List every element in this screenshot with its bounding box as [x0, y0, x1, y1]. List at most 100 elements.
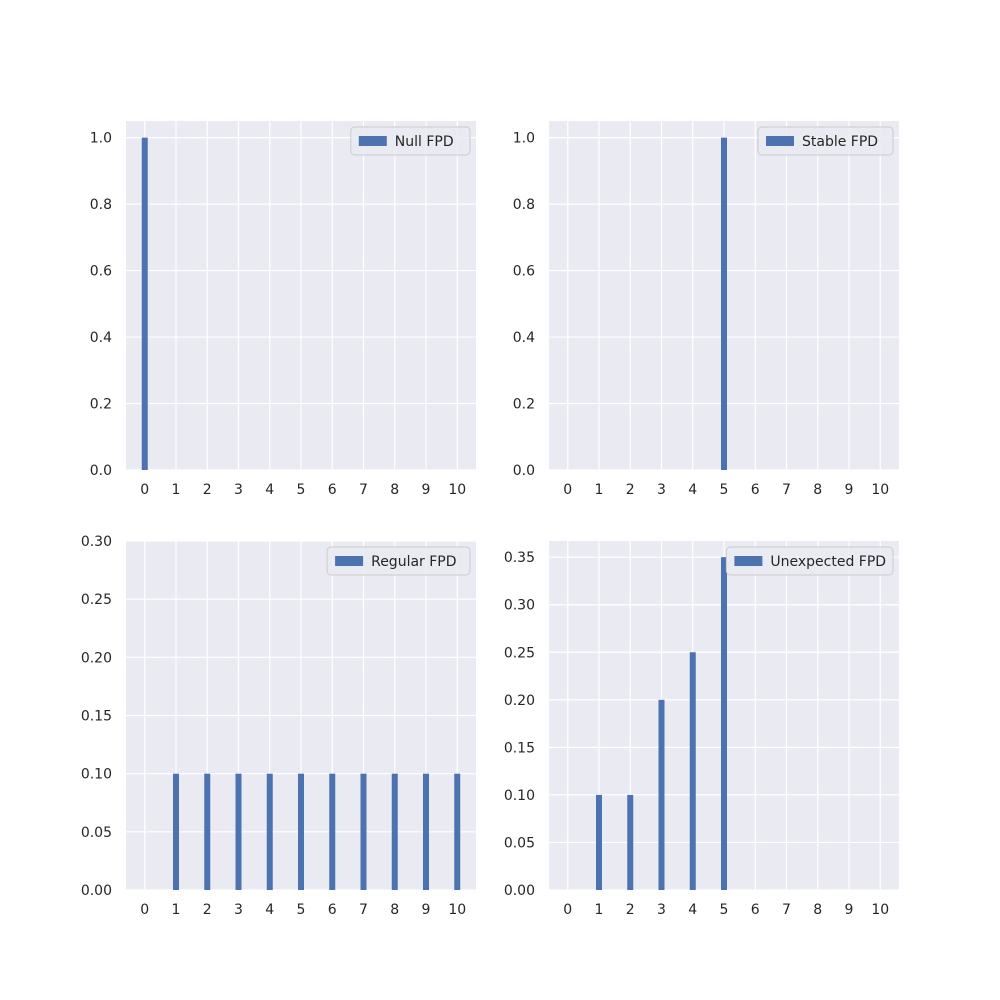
- x-tick-label: 0: [563, 482, 572, 498]
- y-tick-label: 0.20: [504, 693, 535, 709]
- legend-swatch: [734, 556, 763, 566]
- x-tick-label: 6: [328, 482, 337, 498]
- y-tick-label: 0.30: [81, 534, 112, 550]
- x-tick-label: 8: [390, 902, 399, 918]
- legend-label: Stable FPD: [802, 134, 878, 150]
- x-tick-label: 1: [595, 482, 604, 498]
- x-tick-label: 5: [720, 482, 729, 498]
- y-tick-label: 0.6: [513, 264, 535, 280]
- x-tick-label: 2: [203, 902, 212, 918]
- x-tick-label: 9: [845, 482, 854, 498]
- legend-swatch: [335, 556, 364, 566]
- x-tick-label: 2: [203, 482, 212, 498]
- bar: [141, 137, 148, 470]
- y-tick-label: 0.4: [90, 330, 112, 346]
- bar: [689, 652, 696, 890]
- y-tick-label: 0.00: [504, 883, 535, 899]
- y-tick-label: 0.0: [90, 463, 112, 479]
- y-tick-label: 0.05: [504, 835, 535, 851]
- y-tick-label: 0.05: [81, 825, 112, 841]
- x-tick-label: 8: [390, 482, 399, 498]
- legend: Regular FPD: [326, 546, 471, 576]
- x-tick-label: 4: [688, 482, 697, 498]
- legend-swatch: [766, 136, 794, 146]
- y-tick-label: 0.4: [513, 330, 535, 346]
- y-tick-label: 0.2: [513, 397, 535, 413]
- x-tick-label: 6: [751, 902, 760, 918]
- x-tick-label: 9: [422, 902, 431, 918]
- x-tick-label: 5: [297, 902, 306, 918]
- bar: [596, 794, 602, 890]
- y-tick-label: 0.8: [513, 197, 535, 213]
- legend-box: [326, 546, 471, 576]
- x-tick-label: 0: [140, 482, 149, 498]
- x-tick-label: 5: [720, 902, 729, 918]
- y-tick-label: 1.0: [513, 131, 535, 147]
- legend-label: Null FPD: [395, 134, 454, 150]
- legend: Stable FPD: [757, 126, 894, 156]
- x-tick-label: 3: [657, 482, 666, 498]
- x-tick-label: 4: [688, 902, 697, 918]
- x-tick-label: 3: [657, 902, 666, 918]
- bar: [423, 773, 429, 890]
- bar: [266, 773, 273, 890]
- x-tick-label: 9: [422, 482, 431, 498]
- bar: [235, 773, 242, 890]
- bar: [329, 773, 336, 890]
- x-tick-label: 6: [751, 482, 760, 498]
- subplot-4: 0 1 2 3 4 5 6 7 8 9 10 0.00 0.05 0.10 0.15 0.20 0.25 0.30…: [504, 541, 899, 918]
- y-tick-label: 0.6: [90, 264, 112, 280]
- bar: [658, 699, 665, 890]
- bar: [454, 773, 461, 890]
- x-tick-label: 8: [813, 902, 822, 918]
- y-tick-label: 0.0: [513, 463, 535, 479]
- legend-swatch: [358, 136, 387, 146]
- y-tick-label: 0.8: [90, 197, 112, 213]
- x-tick-label: 4: [265, 902, 274, 918]
- y-tick-label: 0.25: [504, 645, 535, 661]
- y-tick-label: 0.30: [504, 598, 535, 614]
- x-tick-label: 5: [297, 482, 306, 498]
- legend: Null FPD: [350, 126, 471, 156]
- x-tick-label: 7: [359, 482, 368, 498]
- y-tick-label: 1.0: [90, 131, 112, 147]
- y-tick-label: 0.15: [81, 709, 112, 725]
- bar: [721, 557, 727, 890]
- legend-box: [725, 546, 894, 576]
- y-tick-label: 0.15: [504, 740, 535, 756]
- x-tick-label: 7: [782, 482, 791, 498]
- x-tick-label: 10: [871, 902, 889, 918]
- y-tick-label: 0.25: [81, 592, 112, 608]
- subplot-1: 0 1 2 3 4 5 6 7 8 9 10 0.0 0.2 0.4 0.6 0.8 1.0 Null FPD: [90, 121, 476, 498]
- x-tick-label: 0: [563, 902, 572, 918]
- bar: [721, 137, 727, 470]
- bar: [298, 773, 304, 890]
- x-tick-label: 9: [845, 902, 854, 918]
- y-tick-label: 0.00: [81, 883, 112, 899]
- legend: Unexpected FPD: [725, 546, 894, 576]
- legend-label: Unexpected FPD: [770, 554, 886, 570]
- x-tick-label: 3: [234, 902, 243, 918]
- bar: [627, 794, 634, 890]
- x-tick-label: 3: [234, 482, 243, 498]
- legend-label: Regular FPD: [371, 554, 456, 570]
- x-tick-label: 4: [265, 482, 274, 498]
- x-tick-label: 2: [626, 902, 635, 918]
- y-tick-label: 0.2: [90, 397, 112, 413]
- x-tick-label: 10: [448, 902, 466, 918]
- y-tick-label: 0.20: [81, 650, 112, 666]
- y-tick-label: 0.10: [504, 788, 535, 804]
- x-tick-label: 1: [595, 902, 604, 918]
- x-tick-label: 10: [871, 482, 889, 498]
- legend-box: [757, 126, 894, 156]
- x-tick-label: 2: [626, 482, 635, 498]
- legend-box: [350, 126, 471, 156]
- x-tick-label: 6: [328, 902, 337, 918]
- y-tick-label: 0.10: [81, 767, 112, 783]
- subplot-3: 0 1 2 3 4 5 6 7 8 9 10 0.00 0.05 0.10 0.15 0.20 0.25 0.30…: [81, 534, 476, 918]
- x-tick-label: 1: [172, 482, 181, 498]
- bar: [173, 773, 179, 890]
- bar: [360, 773, 367, 890]
- x-tick-label: 0: [140, 902, 149, 918]
